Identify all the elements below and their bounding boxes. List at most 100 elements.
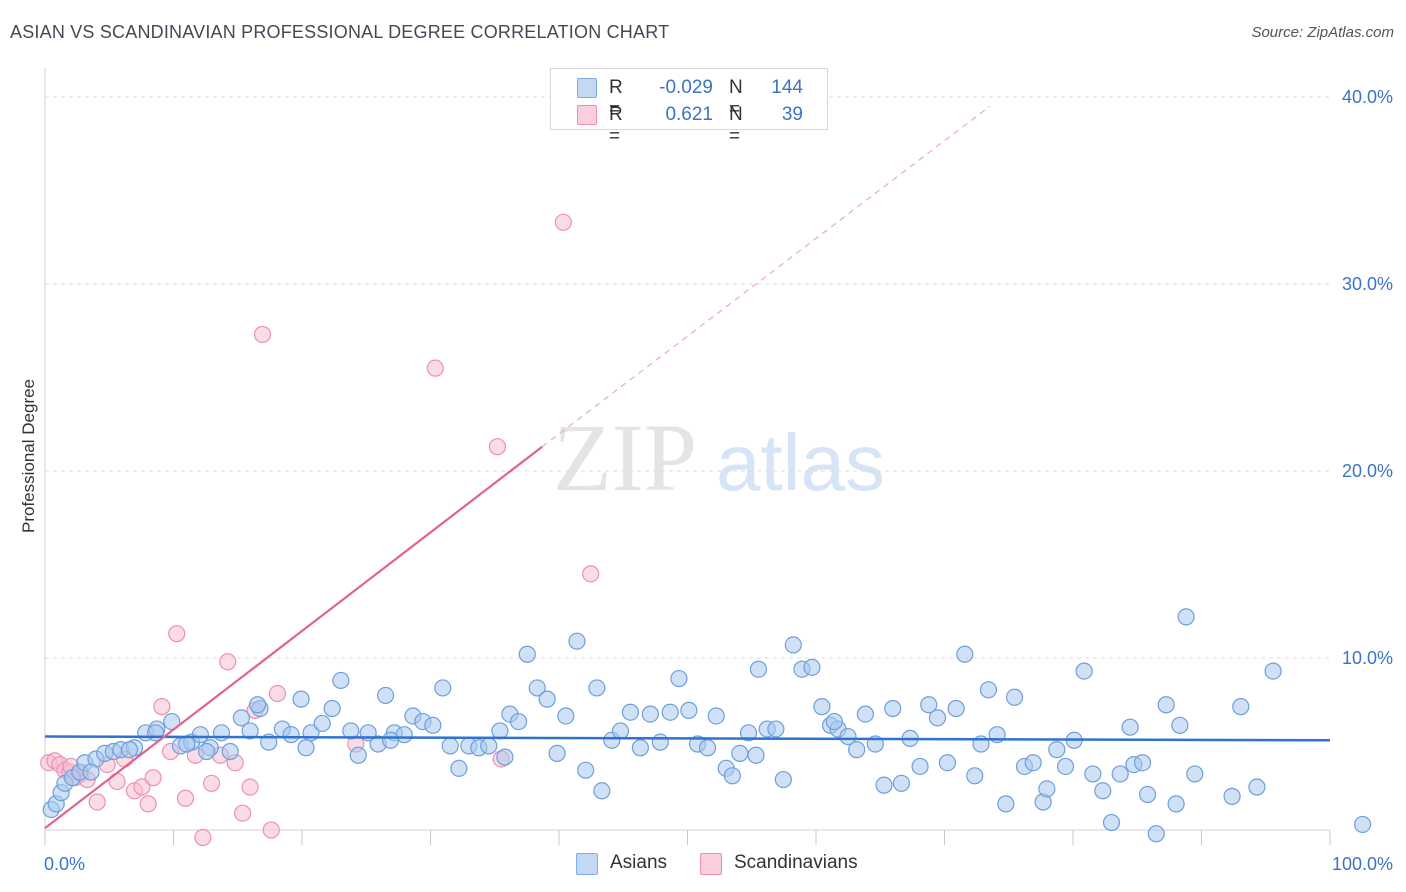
x-ticks: [44, 830, 1331, 845]
scandinavian-point: [262, 821, 280, 839]
asian-point: [611, 722, 630, 740]
scandinavian-trend-extension: [541, 105, 991, 448]
chart-title: ASIAN VS SCANDINAVIAN PROFESSIONAL DEGRE…: [10, 22, 670, 42]
scandinavian-point: [253, 325, 272, 344]
asian-point: [593, 782, 611, 800]
asian-point: [441, 737, 459, 755]
scandinavian-point: [144, 769, 162, 787]
r-value: 0.621: [665, 104, 713, 125]
asian-point: [956, 645, 974, 663]
asian-point: [848, 741, 866, 759]
scandinavian-point: [426, 359, 444, 377]
asian-point: [1171, 716, 1189, 734]
asian-trend-line: [44, 735, 1331, 742]
correlation-legend: R = -0.029 N = 144 R = 0.621 N = 39: [550, 68, 828, 147]
asian-point: [661, 703, 679, 721]
asian-point: [997, 795, 1015, 813]
asian-point: [248, 696, 267, 714]
asian-point: [518, 645, 536, 663]
asian-point: [911, 757, 929, 776]
asian-point: [631, 739, 649, 757]
asian-point: [1075, 662, 1093, 680]
asian-point: [342, 722, 360, 740]
r-label: R =: [609, 77, 623, 120]
scandinavian-point: [488, 438, 507, 456]
asian-point: [480, 737, 498, 755]
watermark-atlas: atlas: [716, 418, 885, 507]
asian-point: [1133, 754, 1152, 772]
asian-point: [297, 739, 315, 757]
asian-point: [197, 742, 216, 761]
asian-point: [739, 724, 758, 742]
asian-point: [538, 690, 556, 708]
n-value: 144: [771, 77, 803, 98]
scandinavian-point: [133, 778, 151, 796]
asian-point: [856, 705, 874, 723]
y-tick-label: 30.0%: [1342, 274, 1393, 294]
scandinavian-point: [582, 565, 600, 583]
r-label: R =: [609, 104, 623, 147]
trend-lines: [44, 105, 1331, 830]
asian-point: [938, 754, 957, 772]
asian-point: [875, 776, 893, 794]
y-tick-label: 40.0%: [1342, 87, 1393, 107]
asian-point: [232, 709, 250, 727]
asian-point: [509, 712, 528, 731]
scandinavians-legend-swatch: [700, 853, 722, 875]
asian-point: [212, 724, 231, 742]
data-points: [40, 213, 1372, 847]
scandinavian-point: [219, 653, 237, 671]
asian-point: [1264, 662, 1282, 680]
asian-point: [434, 679, 452, 697]
asian-point: [1167, 795, 1185, 813]
asian-point: [178, 735, 196, 753]
asian-point: [1111, 765, 1129, 783]
asian-point: [747, 746, 765, 764]
scandinavian-point: [88, 793, 106, 811]
scandinavians-legend-label: Scandinavians: [734, 852, 858, 873]
asian-point: [588, 679, 606, 697]
asian-point: [1038, 780, 1056, 798]
asian-point: [323, 699, 341, 718]
asian-point: [1084, 765, 1102, 783]
asian-point: [548, 744, 566, 762]
y-tick-label: 10.0%: [1342, 648, 1393, 668]
asian-point: [1248, 778, 1266, 796]
asian-point: [813, 698, 831, 716]
asians-legend-swatch: [576, 853, 598, 875]
asian-point: [557, 707, 575, 725]
asian-point: [1353, 815, 1372, 834]
asian-point: [1102, 813, 1121, 832]
scandinavian-point: [241, 778, 259, 796]
asian-point: [120, 741, 139, 759]
asian-point: [892, 774, 911, 792]
asian-point: [349, 746, 367, 764]
asian-point: [1232, 698, 1250, 716]
asian-point: [332, 671, 350, 690]
source-label: Source: ZipAtlas.com: [1251, 24, 1394, 41]
asian-point: [784, 636, 802, 654]
asian-point: [241, 722, 259, 740]
asian-point: [1056, 757, 1075, 776]
scandinavian-point: [202, 774, 221, 792]
n-label: N =: [729, 104, 743, 147]
asian-point: [928, 709, 947, 727]
scandinavian-point: [139, 795, 157, 813]
asian-point: [774, 770, 792, 789]
asian-point: [1024, 754, 1042, 772]
asian-point: [376, 686, 395, 705]
watermark-zip: ZIP: [553, 404, 697, 511]
scandinavian-trend-line: [44, 445, 543, 830]
y-tick-label: 20.0%: [1342, 461, 1393, 481]
asian-point: [947, 699, 965, 718]
asian-point: [767, 720, 785, 738]
r-value: -0.029: [659, 77, 713, 98]
asian-point: [568, 632, 586, 650]
asian-point: [577, 761, 595, 779]
scandinavian-point: [234, 804, 252, 822]
asian-point: [680, 701, 698, 719]
asian-point: [282, 726, 300, 744]
asian-point: [221, 742, 239, 761]
asian-point: [1048, 741, 1066, 759]
asian-point: [731, 744, 749, 762]
